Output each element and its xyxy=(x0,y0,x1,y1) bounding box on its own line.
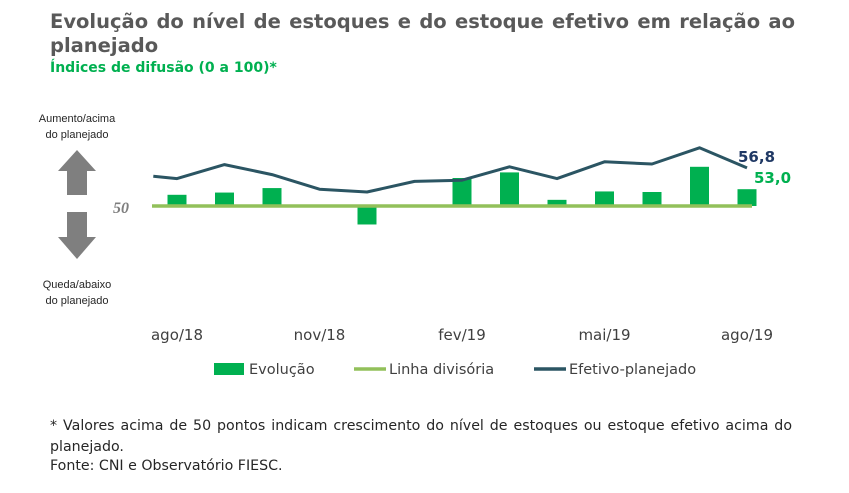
lower-label-line-1: Queda/abaixo xyxy=(43,279,112,291)
bar-6 xyxy=(452,178,472,206)
label-evolucao-last: 53,0 xyxy=(754,169,791,187)
up-arrow-icon xyxy=(58,150,96,195)
x-tick-3: mai/19 xyxy=(578,326,630,344)
footnote: * Valores acima de 50 pontos indicam cre… xyxy=(50,418,792,455)
x-tick-0: ago/18 xyxy=(151,326,203,344)
legend-label-linha: Linha divisória xyxy=(389,362,494,378)
upper-label-line-2: do planejado xyxy=(45,129,108,141)
legend-swatch-evolucao xyxy=(214,363,244,375)
x-tick-4: ago/19 xyxy=(721,326,773,344)
line-efetivo-planejado xyxy=(153,146,748,194)
bar-4 xyxy=(357,206,377,225)
legend-label-evolucao: Evolução xyxy=(249,362,315,378)
lower-label-line-2: do planejado xyxy=(45,295,108,307)
x-tick-labels: ago/18 nov/18 fev/19 mai/19 ago/19 xyxy=(151,326,773,344)
source-note: Fonte: CNI e Observatório FIESC. xyxy=(50,458,283,474)
chart-subtitle: Índices de difusão (0 a 100)* xyxy=(50,60,277,76)
bar-9 xyxy=(595,191,614,206)
bar-11 xyxy=(690,166,709,206)
legend-label-efetivo: Efetivo-planejado xyxy=(569,362,696,378)
chart-title: Evolução do nível de estoques e do estoq… xyxy=(50,10,795,57)
label-efetivo-last: 56,8 xyxy=(738,148,775,166)
x-tick-2: fev/19 xyxy=(438,326,486,344)
side-labels: Aumento/acima do planejado 50 Queda/abai… xyxy=(39,113,129,307)
bar-2 xyxy=(262,188,282,206)
baseline-label: 50 xyxy=(113,200,129,217)
bar-8 xyxy=(547,199,567,206)
bar-12 xyxy=(737,189,757,206)
chart: Aumento/acima do planejado 50 Queda/abai… xyxy=(39,113,791,378)
bars-evolucao xyxy=(167,166,757,225)
down-arrow-icon xyxy=(58,212,96,259)
x-tick-1: nov/18 xyxy=(294,326,346,344)
upper-label-line-1: Aumento/acima xyxy=(39,113,116,125)
legend: Evolução Linha divisória Efetivo-planejado xyxy=(214,362,696,378)
bar-10 xyxy=(642,192,662,206)
bar-1 xyxy=(215,192,234,206)
line-path xyxy=(153,146,748,194)
bar-7 xyxy=(500,172,519,206)
end-labels: 56,8 53,0 xyxy=(738,148,791,187)
bar-0 xyxy=(167,194,187,206)
